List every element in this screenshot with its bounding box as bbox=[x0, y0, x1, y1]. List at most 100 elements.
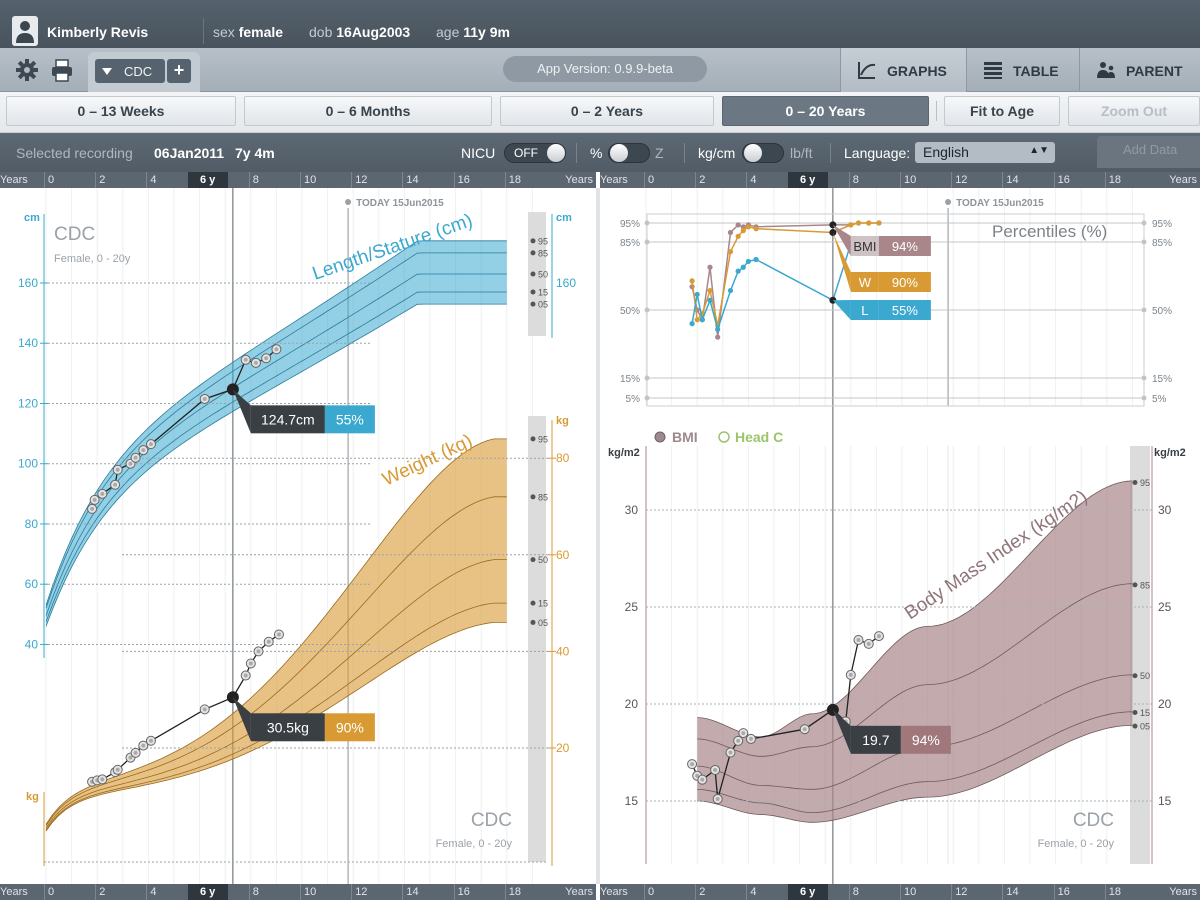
axis-tick: 8 bbox=[852, 174, 859, 186]
axis-tick: 18 bbox=[508, 174, 522, 186]
callout-value-box bbox=[250, 405, 325, 434]
axis-tick-line bbox=[1104, 884, 1106, 900]
axis-label-years: Years bbox=[600, 174, 628, 186]
callout-label: W bbox=[859, 275, 872, 290]
parent-button[interactable]: PARENT bbox=[1079, 48, 1200, 92]
measurement-point-core bbox=[848, 672, 853, 677]
bmi-tick-label-right: 20 bbox=[1158, 697, 1172, 711]
bmi-percentile-label: 85 bbox=[1140, 580, 1150, 590]
language-select[interactable]: English ▲▼ bbox=[915, 142, 1055, 163]
axis-current-age: 6 y bbox=[787, 172, 828, 188]
range-0-13-weeks[interactable]: 0 – 13 Weeks bbox=[6, 96, 236, 126]
range-0-2-years[interactable]: 0 – 2 Years bbox=[500, 96, 714, 126]
separator bbox=[203, 18, 204, 44]
time-axis-top-left: Years Years 0 2 4 6 y 8 10 12 14 16 18 bbox=[0, 172, 596, 188]
axis-tick: 4 bbox=[150, 174, 157, 186]
axis-tick-line bbox=[44, 884, 45, 900]
measurement-point-core bbox=[100, 491, 105, 496]
today-dot bbox=[345, 199, 352, 205]
percentile-marker bbox=[1132, 710, 1138, 716]
measurement-point-core bbox=[736, 738, 741, 743]
units-toggle[interactable] bbox=[742, 143, 784, 163]
separator bbox=[576, 143, 577, 163]
person-icon bbox=[16, 21, 34, 43]
length-percentile-line bbox=[45, 240, 507, 606]
table-button[interactable]: TABLE bbox=[966, 48, 1079, 92]
percentile-point bbox=[855, 220, 862, 226]
imperial-label: lb/ft bbox=[790, 145, 813, 161]
percentile-gridline-dot bbox=[1141, 307, 1147, 313]
separator bbox=[684, 143, 685, 163]
nicu-toggle[interactable]: OFF bbox=[504, 143, 566, 163]
percentile-point bbox=[876, 220, 882, 226]
chart-set-dropdown[interactable]: CDC bbox=[95, 59, 165, 83]
add-data-button[interactable]: Add Data bbox=[1097, 136, 1200, 168]
growth-chart-pane: 124.7cm 55% 30.5kg 90% TODAY 15Jun2015 cm cm 1… bbox=[0, 188, 596, 884]
axis-tick-line bbox=[248, 172, 250, 188]
separator bbox=[936, 101, 937, 121]
chart-set-label: CDC bbox=[124, 64, 153, 79]
range-0-6-months[interactable]: 0 – 6 Months bbox=[244, 96, 492, 126]
language-value: English bbox=[923, 144, 969, 160]
patient-dob: dob 16Aug2003 bbox=[309, 24, 410, 40]
length-tick-label: 140 bbox=[18, 336, 38, 350]
bmi-tick-label-right: 25 bbox=[1158, 600, 1172, 614]
callout-label: L bbox=[861, 303, 868, 318]
axis-tick-line bbox=[95, 884, 97, 900]
weight-tick-label: 20 bbox=[556, 741, 570, 755]
callout-label-box bbox=[850, 272, 879, 292]
fit-to-age-button[interactable]: Fit to Age bbox=[944, 96, 1060, 126]
pane-divider[interactable] bbox=[596, 188, 600, 884]
callout-percent-box bbox=[900, 725, 951, 754]
measurement-point-core bbox=[115, 467, 120, 472]
callout-percent: 94% bbox=[892, 239, 918, 254]
measurement-point-core bbox=[876, 634, 881, 639]
printer-icon bbox=[52, 59, 72, 82]
percentile-point bbox=[735, 233, 741, 239]
axis-tick: 12 bbox=[955, 886, 968, 898]
axis-tick-line bbox=[504, 172, 506, 188]
legend-bmi-marker bbox=[654, 431, 666, 443]
print-button[interactable] bbox=[49, 57, 75, 83]
length-tick-label-right: 160 bbox=[556, 276, 576, 290]
bmi-unit-right: kg/m2 bbox=[1154, 447, 1186, 459]
time-axis-top-right: Years Years 0 2 4 6 y 8 10 12 14 16 18 bbox=[600, 172, 1200, 188]
measurement-point-core bbox=[128, 461, 133, 466]
length-percentile-label: 85 bbox=[538, 248, 548, 258]
callout-percent: 90% bbox=[336, 719, 364, 735]
chart-source: CDC bbox=[54, 224, 95, 245]
percentile-marker bbox=[530, 289, 536, 295]
axis-tick-line bbox=[1104, 172, 1106, 188]
measurement-point-core bbox=[113, 482, 118, 487]
growth-chart[interactable]: 124.7cm 55% 30.5kg 90% TODAY 15Jun2015 cm cm 1… bbox=[0, 188, 596, 884]
bmi-percentile-label: 50 bbox=[1140, 671, 1150, 681]
dob-value: 16Aug2003 bbox=[336, 24, 411, 40]
axis-tick: 12 bbox=[355, 174, 368, 186]
measurement-point-core bbox=[264, 356, 269, 361]
bmi-tick-label: 15 bbox=[625, 794, 639, 808]
graphs-button[interactable]: GRAPHS bbox=[840, 48, 966, 92]
length-percentile-line bbox=[45, 273, 507, 616]
measurement-point-core bbox=[141, 743, 146, 748]
percentile-point bbox=[689, 278, 695, 284]
axis-tick-line bbox=[95, 172, 97, 188]
weight-percentile-label: 50 bbox=[538, 555, 548, 565]
zoom-out-button[interactable]: Zoom Out bbox=[1068, 96, 1200, 126]
callout-label-box bbox=[850, 236, 879, 256]
bmi-tick-label: 30 bbox=[625, 503, 639, 517]
bmi-chart[interactable]: BMI 94% W 90% L 55% 19.7 94% TODAY 15Jun2015 95%… bbox=[600, 188, 1200, 884]
percentile-tick-label: 15% bbox=[620, 374, 640, 385]
percentile-point bbox=[707, 264, 713, 270]
add-chart-button[interactable]: + bbox=[167, 59, 191, 83]
percentile-z-toggle[interactable] bbox=[608, 143, 650, 163]
range-0-20-years[interactable]: 0 – 20 Years bbox=[722, 96, 929, 126]
selected-recording-label: Selected recording bbox=[16, 145, 133, 161]
axis-tick-line bbox=[146, 172, 148, 188]
percentile-point bbox=[694, 317, 700, 323]
percentile-tick-label-right: 95% bbox=[1152, 219, 1172, 230]
weight-percentile-label: 85 bbox=[538, 492, 548, 502]
axis-tick-line bbox=[900, 884, 901, 900]
settings-button[interactable] bbox=[14, 57, 40, 83]
length-tick-label: 80 bbox=[25, 517, 39, 531]
axis-tick-line bbox=[504, 884, 506, 900]
